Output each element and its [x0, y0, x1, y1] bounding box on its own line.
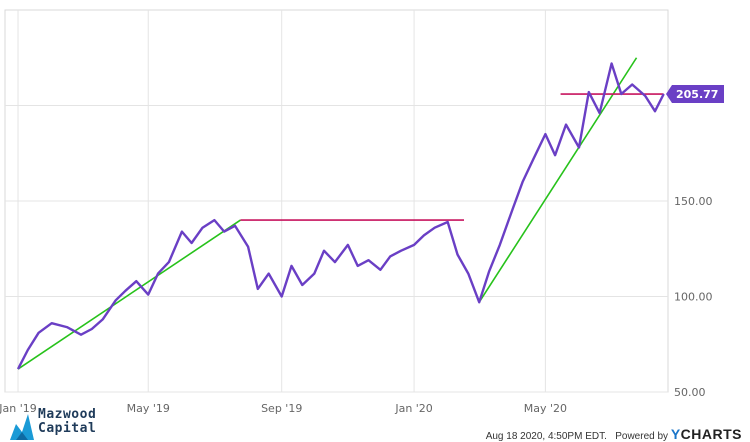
axis-labels: Jan '19 May '19 Sep '19 Jan '20 May '20 50.00…	[0, 195, 713, 415]
chart-footer: Aug 18 2020, 4:50PM EDT. Powered by YCHA…	[486, 426, 742, 442]
logo-line2: Capital	[38, 421, 97, 436]
grid-layer	[4, 9, 669, 393]
x-tick-label: Jan '20	[394, 402, 432, 415]
x-tick-label: Jan '19	[0, 402, 37, 415]
trend-line	[478, 57, 638, 303]
timestamp: Aug 18 2020, 4:50PM EDT.	[485, 431, 607, 442]
trend-line	[17, 219, 241, 370]
x-tick-label: Sep '19	[261, 402, 302, 415]
x-tick-label: May '19	[127, 402, 170, 415]
x-tick-label: May '20	[524, 402, 567, 415]
trendlines	[17, 57, 664, 370]
mazwood-logo-icon	[10, 414, 34, 440]
logo-text: Mazwood Capital	[38, 408, 96, 436]
current-value-badge: 205.77	[666, 85, 724, 104]
price-series-line	[16, 62, 665, 370]
y-tick-label: 150.00	[674, 195, 713, 208]
value-badge-text: 205.77	[676, 88, 718, 101]
y-tick-label: 100.00	[674, 291, 713, 304]
ycharts-logo: YCHARTS	[670, 426, 742, 442]
powered-by: Powered by	[615, 431, 669, 442]
logo-line1: Mazwood	[38, 407, 97, 422]
y-tick-label: 50.00	[674, 386, 706, 399]
value-badge-bg	[666, 85, 724, 104]
